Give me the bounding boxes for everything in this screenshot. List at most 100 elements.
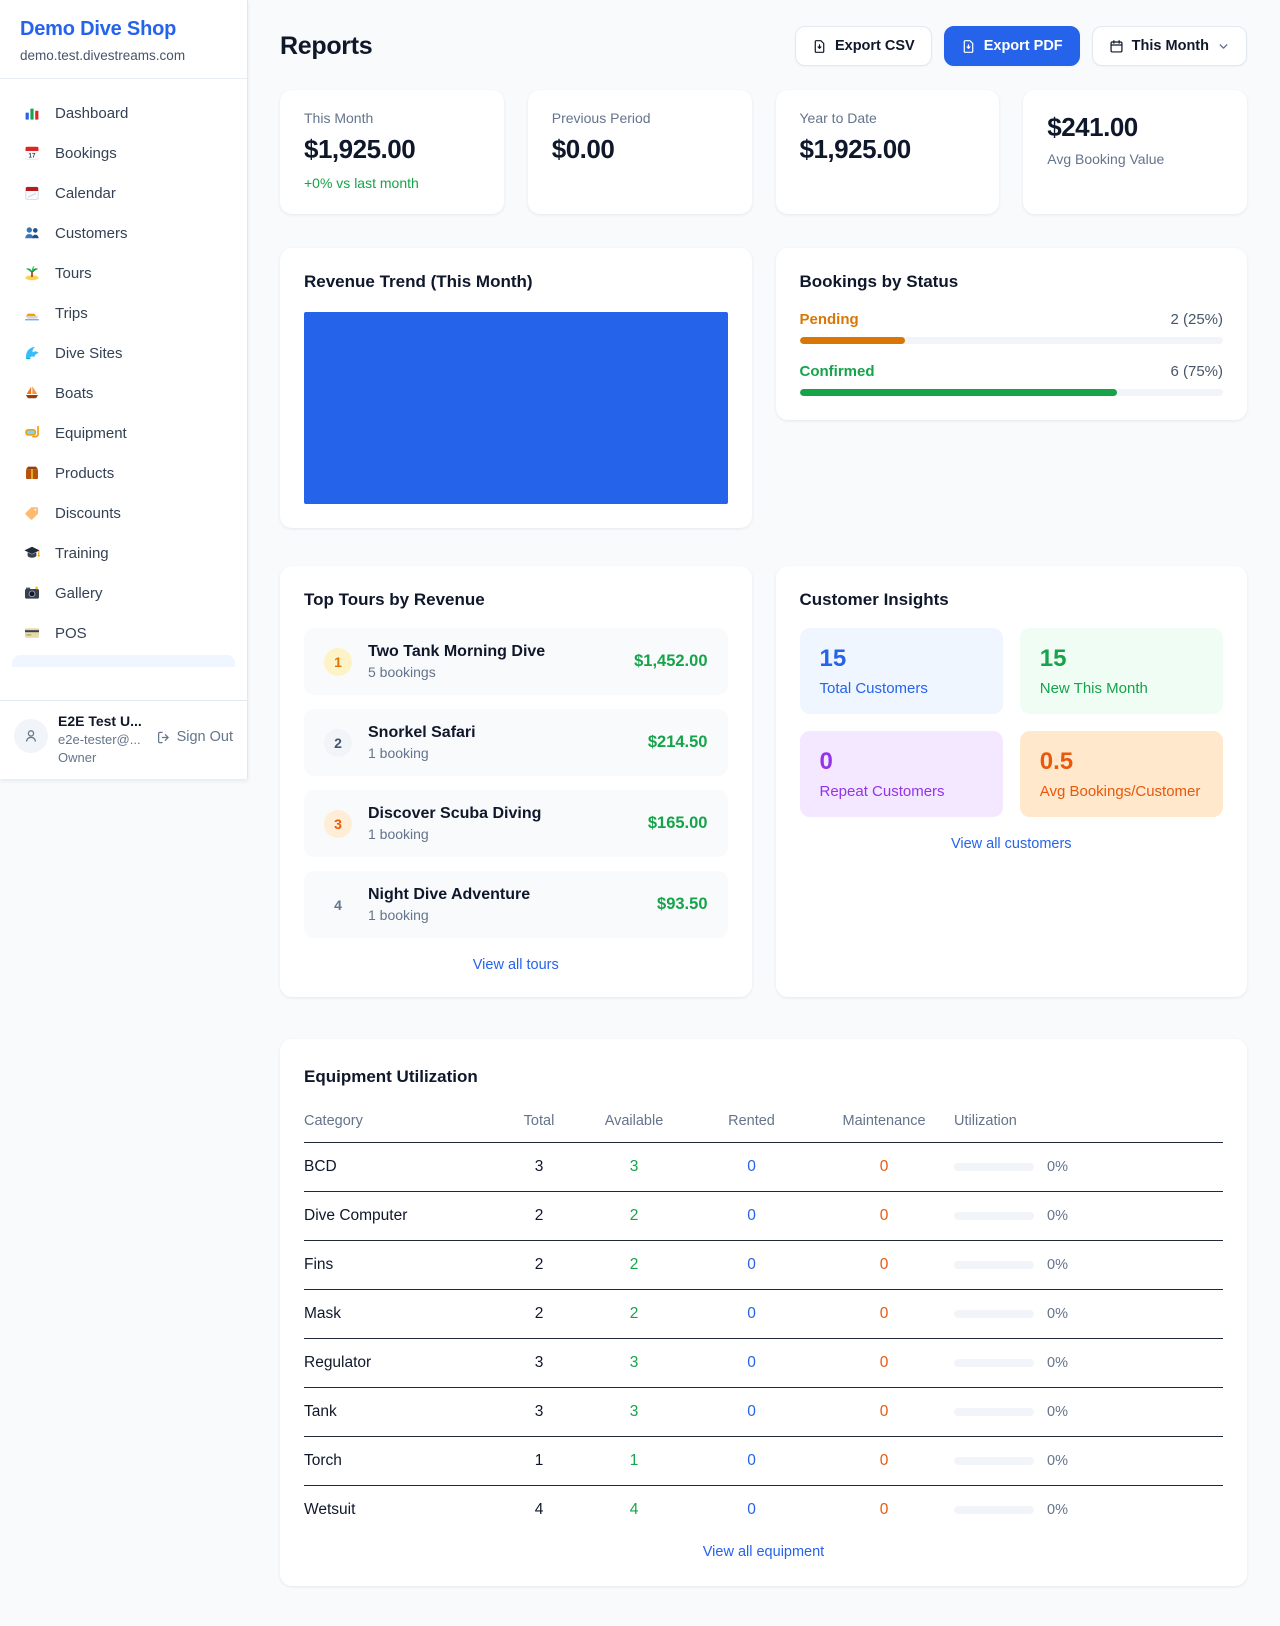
sidebar-item-discounts[interactable]: Discounts bbox=[12, 493, 235, 533]
cell-rented: 0 bbox=[689, 1240, 814, 1290]
page-header: Reports Export CSV Export PDF This Month bbox=[280, 26, 1247, 66]
export-pdf-button[interactable]: Export PDF bbox=[943, 26, 1080, 66]
status-bar-fill bbox=[799, 389, 1118, 396]
cell-maintenance: 0 bbox=[814, 1387, 954, 1437]
sidebar-item-products[interactable]: Products bbox=[12, 453, 235, 493]
utilization-bar bbox=[954, 1506, 1034, 1514]
table-row: Torch 1 1 0 0 0% bbox=[304, 1436, 1223, 1486]
card-title: Top Tours by Revenue bbox=[304, 590, 485, 609]
status-row-confirmed: Confirmed 6 (75%) bbox=[799, 363, 1223, 396]
cell-category: Regulator bbox=[304, 1338, 499, 1388]
tour-row: 2 Snorkel Safari 1 booking $214.50 bbox=[304, 709, 728, 776]
rank-badge: 4 bbox=[334, 896, 342, 913]
period-select[interactable]: This Month bbox=[1091, 26, 1247, 66]
tour-name: Two Tank Morning Dive bbox=[368, 643, 546, 660]
sidebar-item-gallery[interactable]: Gallery bbox=[12, 573, 235, 613]
svg-text:17: 17 bbox=[29, 152, 36, 159]
cell-maintenance: 0 bbox=[814, 1240, 954, 1290]
tour-row: 1 Two Tank Morning Dive 5 bookings $1,45… bbox=[304, 628, 728, 695]
cell-rented: 0 bbox=[689, 1289, 814, 1339]
utilization-bar bbox=[954, 1310, 1034, 1318]
cell-category: Mask bbox=[304, 1289, 499, 1339]
speedboat-icon bbox=[22, 303, 42, 323]
tile-total-customers: 15 Total Customers bbox=[799, 628, 1003, 714]
sidebar-item-equipment[interactable]: Equipment bbox=[12, 413, 235, 453]
cell-maintenance: 0 bbox=[814, 1436, 954, 1486]
tile-value: 15 bbox=[1039, 645, 1067, 672]
export-csv-button[interactable]: Export CSV bbox=[794, 26, 932, 66]
sidebar-item-tours[interactable]: Tours bbox=[12, 253, 235, 293]
status-row-pending: Pending 2 (25%) bbox=[799, 311, 1223, 344]
sidebar-item-bookings[interactable]: 17 Bookings bbox=[12, 133, 235, 173]
graduation-cap-icon bbox=[22, 543, 42, 563]
cell-available: 1 bbox=[579, 1436, 689, 1486]
sidebar-item-label: Trips bbox=[55, 304, 88, 322]
utilization-percent: 0% bbox=[1047, 1306, 1068, 1322]
cell-maintenance: 0 bbox=[814, 1338, 954, 1388]
sign-out-button[interactable]: Sign Out bbox=[156, 729, 233, 745]
tour-row: 4 Night Dive Adventure 1 booking $93.50 bbox=[304, 871, 728, 938]
sidebar-item-label: Products bbox=[55, 464, 115, 482]
tour-bookings: 1 booking bbox=[368, 826, 429, 842]
tour-list: 1 Two Tank Morning Dive 5 bookings $1,45… bbox=[304, 628, 728, 938]
status-bar-track bbox=[799, 337, 1223, 344]
column-header-maintenance: Maintenance bbox=[814, 1103, 954, 1143]
tile-label: Avg Bookings/Customer bbox=[1039, 783, 1201, 800]
cell-category: Fins bbox=[304, 1240, 499, 1290]
sidebar-item-reports-partial[interactable] bbox=[12, 655, 235, 667]
sidebar-item-trips[interactable]: Trips bbox=[12, 293, 235, 333]
cell-rented: 0 bbox=[689, 1338, 814, 1388]
tour-bookings: 5 bookings bbox=[368, 664, 436, 680]
table-row: Mask 2 2 0 0 0% bbox=[304, 1289, 1223, 1339]
sidebar-item-dashboard[interactable]: Dashboard bbox=[12, 93, 235, 133]
sidebar-item-calendar[interactable]: Calendar bbox=[12, 173, 235, 213]
tour-bookings: 1 booking bbox=[368, 745, 429, 761]
sidebar-item-label: Bookings bbox=[55, 144, 117, 162]
cell-available: 3 bbox=[579, 1142, 689, 1192]
rank-badge: 1 bbox=[324, 647, 352, 676]
column-header-rented: Rented bbox=[689, 1103, 814, 1143]
sidebar-item-training[interactable]: Training bbox=[12, 533, 235, 573]
table-row: Wetsuit 4 4 0 0 0% bbox=[304, 1486, 1223, 1526]
header-actions: Export CSV Export PDF This Month bbox=[794, 26, 1247, 66]
tile-avg-bookings: 0.5 Avg Bookings/Customer bbox=[1019, 731, 1223, 817]
utilization-percent: 0% bbox=[1047, 1159, 1068, 1175]
cell-total: 2 bbox=[499, 1289, 579, 1339]
stat-card-year-to-date: Year to Date $1,925.00 bbox=[775, 90, 1000, 214]
sidebar-item-label: Dive Sites bbox=[55, 344, 123, 362]
utilization-bar bbox=[954, 1408, 1034, 1416]
tile-label: New This Month bbox=[1039, 680, 1148, 697]
avatar bbox=[14, 719, 48, 753]
sidebar-item-label: POS bbox=[55, 624, 87, 642]
view-all-equipment-link[interactable]: View all equipment bbox=[702, 1544, 825, 1560]
tour-amount: $165.00 bbox=[647, 814, 708, 832]
user-icon bbox=[25, 730, 37, 742]
logout-icon bbox=[157, 731, 169, 743]
cell-maintenance: 0 bbox=[814, 1142, 954, 1192]
view-all-tours-link[interactable]: View all tours bbox=[472, 957, 559, 973]
shop-name: Demo Dive Shop bbox=[20, 18, 177, 40]
sidebar-item-label: Gallery bbox=[55, 584, 103, 602]
status-label: Confirmed bbox=[799, 363, 875, 380]
tile-value: 15 bbox=[819, 645, 847, 672]
tour-name: Night Dive Adventure bbox=[368, 886, 531, 903]
file-download-icon bbox=[814, 39, 825, 53]
tour-amount: $214.50 bbox=[647, 733, 708, 751]
utilization-percent: 0% bbox=[1047, 1502, 1068, 1518]
sidebar-item-label: Discounts bbox=[55, 504, 121, 522]
view-all-customers-link[interactable]: View all customers bbox=[950, 836, 1072, 852]
stat-card-avg-booking-value: $241.00 Avg Booking Value bbox=[1023, 90, 1247, 214]
column-header-category: Category bbox=[304, 1103, 499, 1143]
cell-category: Torch bbox=[304, 1436, 499, 1486]
sidebar-item-dive-sites[interactable]: Dive Sites bbox=[12, 333, 235, 373]
sidebar-item-customers[interactable]: Customers bbox=[12, 213, 235, 253]
sidebar-item-pos[interactable]: POS bbox=[12, 613, 235, 653]
stats-row: This Month $1,925.00 +0% vs last month P… bbox=[280, 90, 1247, 214]
cell-total: 1 bbox=[499, 1436, 579, 1486]
sidebar-item-label: Tours bbox=[55, 264, 92, 282]
utilization-bar bbox=[954, 1457, 1034, 1465]
package-icon bbox=[22, 463, 42, 483]
cell-total: 3 bbox=[499, 1387, 579, 1437]
sidebar-item-boats[interactable]: Boats bbox=[12, 373, 235, 413]
insight-tiles: 15 Total Customers 15 New This Month 0 R… bbox=[799, 628, 1223, 817]
